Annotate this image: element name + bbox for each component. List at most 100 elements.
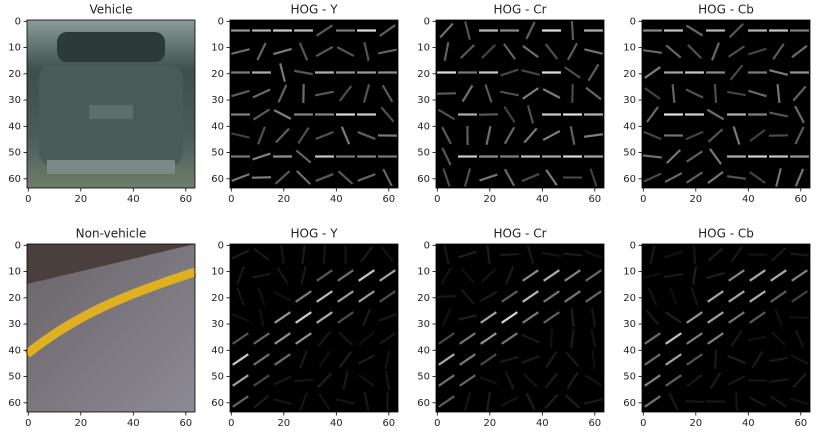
hog-cell <box>642 154 663 159</box>
hog-cell <box>381 84 394 103</box>
hog-cell <box>769 356 788 363</box>
y-tick-label: 10 <box>211 43 224 54</box>
axes-frame <box>229 243 399 413</box>
hog-cell <box>318 350 331 369</box>
hog-cell <box>644 374 661 387</box>
hog-cell <box>748 396 767 407</box>
hog-cell <box>480 268 497 283</box>
x-tick-label: 40 <box>536 194 549 205</box>
hog-cell <box>338 351 353 368</box>
hog-cell <box>521 333 540 344</box>
hog-cell <box>525 392 536 411</box>
panel: Non-vehicle 0 20 40 60 0 10 20 30 40 50 60 <box>8 227 197 429</box>
hog-cell <box>503 106 516 123</box>
hog-cell <box>252 152 271 161</box>
hog-cell <box>726 175 747 180</box>
y-tick-label: 20 <box>8 293 21 304</box>
hog-cell <box>256 42 267 61</box>
hog-cell <box>692 245 697 264</box>
hog-cell <box>337 331 354 346</box>
hog-cell <box>382 168 393 187</box>
x-tick-label: 20 <box>483 194 496 205</box>
hog-cell <box>585 269 602 282</box>
hog-cell <box>316 290 333 303</box>
hog-cell <box>794 105 805 124</box>
hog-cell <box>458 250 477 259</box>
hog-cell <box>770 395 787 408</box>
y-tick-label: 10 <box>417 43 430 54</box>
hog-cell <box>643 130 662 141</box>
y-tick-label: 50 <box>211 372 224 383</box>
hog-cell <box>590 307 597 328</box>
y-tick-label: 20 <box>623 293 636 304</box>
hog-cell <box>379 290 396 303</box>
y-tick-label: 50 <box>623 372 636 383</box>
y-tick-label: 20 <box>211 293 224 304</box>
lane-line <box>24 267 197 358</box>
hog-cell <box>231 173 250 182</box>
hog-cell <box>644 353 661 366</box>
hog-cell <box>748 47 767 56</box>
hog-cell <box>232 374 249 387</box>
hog-cell <box>521 69 540 76</box>
hog-cell <box>589 168 598 187</box>
hog-cell <box>443 245 450 264</box>
hog-cell <box>437 108 456 121</box>
image-bg <box>642 244 810 412</box>
hog-cell <box>338 85 353 102</box>
hog-cell <box>481 44 496 59</box>
hog-cell <box>437 294 456 299</box>
hog-cell <box>770 290 787 303</box>
hog-cell <box>361 308 372 327</box>
hog-cell <box>300 266 307 285</box>
hog-cell <box>727 90 746 97</box>
panel-title: HOG - Cr <box>493 227 546 241</box>
hog-cell <box>384 370 391 391</box>
axes-frame <box>26 19 196 189</box>
hog-cell <box>686 332 703 345</box>
hog-cell <box>544 43 559 60</box>
hog-cell <box>484 84 493 103</box>
hog-cell <box>646 106 659 123</box>
y-tick-label: 60 <box>417 174 430 185</box>
y-tick-label: 10 <box>623 43 636 54</box>
hog-cell <box>591 349 596 370</box>
hog-cell <box>686 150 703 163</box>
hog-cell <box>749 171 766 184</box>
x-tick-label: 60 <box>382 418 395 429</box>
y-tick-label: 50 <box>211 148 224 159</box>
hog-cell <box>735 392 738 411</box>
hog-cell <box>315 131 334 140</box>
panel: HOG - Cr 0 20 40 60 0 10 20 30 40 50 60 <box>417 227 605 429</box>
hog-cell <box>236 266 245 285</box>
panel: HOG - Y 0 20 40 60 0 10 20 30 40 50 60 <box>211 227 399 429</box>
hog-cell <box>565 351 580 368</box>
hog-cell <box>644 332 661 345</box>
hog-cell <box>790 397 809 406</box>
car-window <box>57 32 165 62</box>
hog-cell <box>770 331 787 346</box>
hog-cell <box>232 395 249 408</box>
hog-cell <box>357 354 376 365</box>
hog-cell <box>274 311 291 324</box>
hog-cell <box>337 311 354 324</box>
hog-cell <box>463 168 472 187</box>
x-tick-label: 60 <box>588 418 601 429</box>
y-tick-label: 10 <box>8 43 21 54</box>
x-tick-label: 20 <box>483 418 496 429</box>
hog-cell <box>543 311 560 324</box>
y-tick-label: 60 <box>623 398 636 409</box>
hog-cell <box>358 374 375 387</box>
hog-cell <box>772 43 785 60</box>
y-tick-label: 10 <box>211 267 224 278</box>
hog-cell <box>257 126 266 145</box>
x-tick-label: 40 <box>127 194 140 205</box>
x-tick-label: 40 <box>330 418 343 429</box>
panel-title: HOG - Cb <box>698 227 754 241</box>
hog-cell <box>378 48 397 55</box>
axes-frame <box>435 19 605 189</box>
image-bg <box>436 20 604 188</box>
axes-frame <box>26 243 196 413</box>
panel: HOG - Cb 0 20 40 60 0 10 20 30 40 50 60 <box>623 227 811 429</box>
hog-cell <box>665 353 682 366</box>
